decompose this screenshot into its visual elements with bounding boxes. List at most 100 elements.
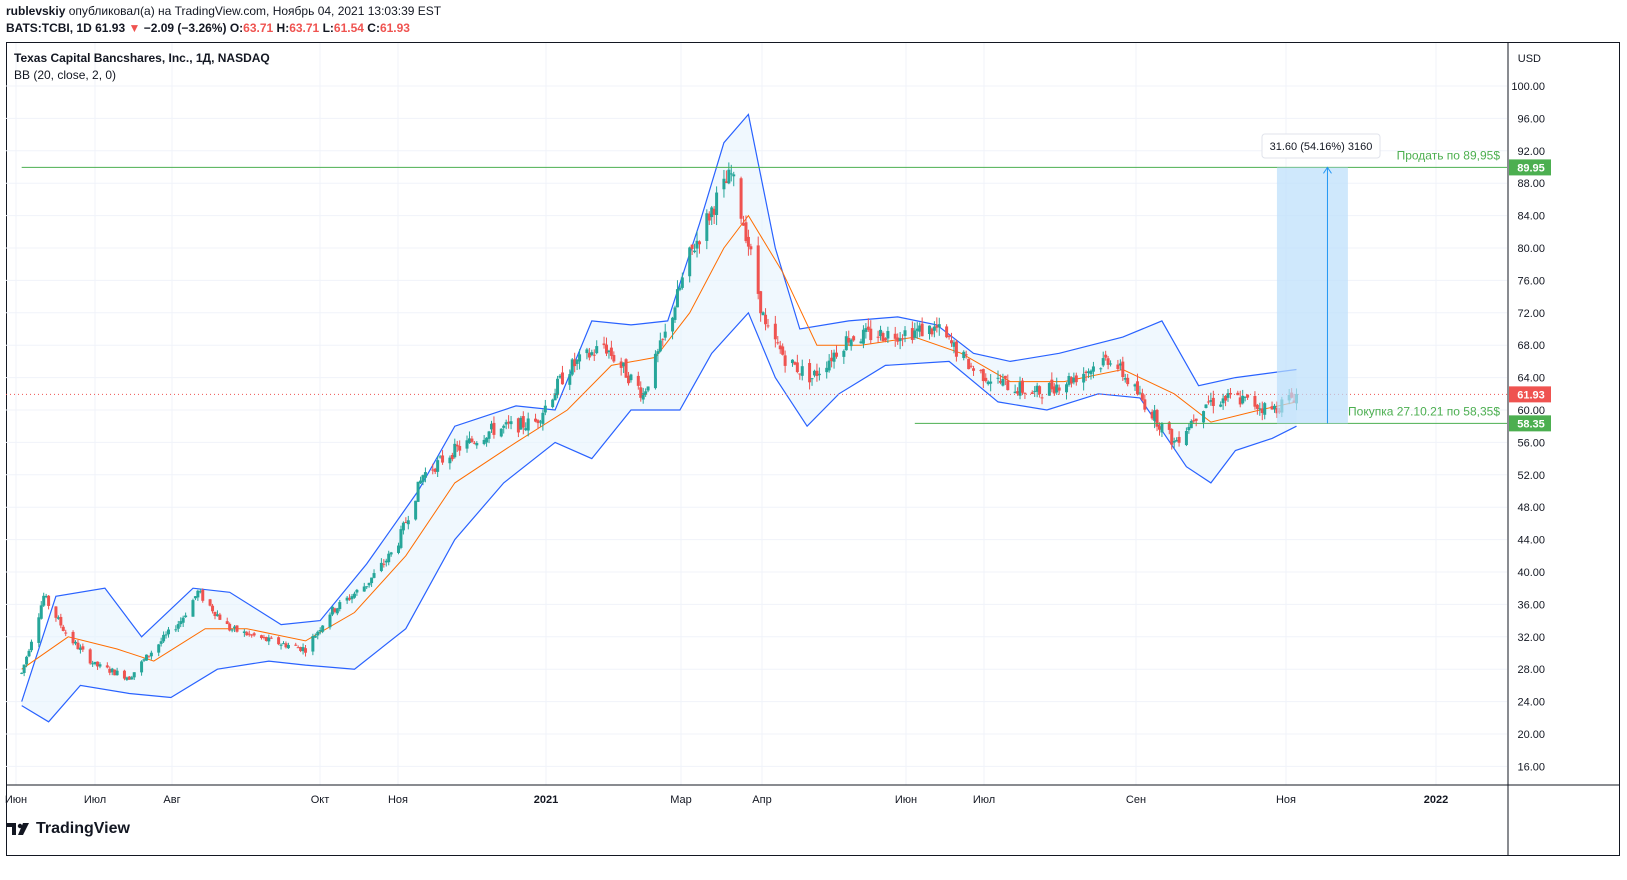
candle-body [338,602,342,610]
candle-body [149,652,153,657]
time-axis: Июн Июл Авг Окт Ноя 2021 Мар Апр Июн Июл Сен Ноя 202… [5,784,1620,806]
candle-body [56,617,60,619]
candle-body [903,330,907,336]
candle-body [482,439,486,445]
candle-body [1253,396,1257,407]
candle-body [1192,420,1196,422]
candle-body [379,562,383,572]
candle-body [318,630,322,632]
chart-frame [6,42,1620,856]
candle-body [142,659,146,661]
candle-body [1101,358,1105,366]
candle-body [972,368,976,371]
x-tick-label: 2021 [534,794,558,806]
candle-body [1228,392,1232,395]
arrow-up-icon [1323,166,1332,174]
candle-body [756,245,760,294]
x-tick-label: Июл [973,794,995,806]
candle-body [663,331,667,338]
candle-body [1263,403,1267,415]
candle-body [284,643,288,648]
candle-body [798,373,802,375]
candle-body [78,647,82,650]
candle-body [519,417,523,430]
candle-body [1003,375,1007,379]
candle-body [140,661,144,673]
candle-body [1246,394,1250,398]
candle-body [570,359,574,375]
candle-body [88,649,92,664]
candle-body [1273,405,1277,410]
candle-body [416,481,420,502]
candle-body [783,355,787,366]
candle-body [1133,384,1137,387]
candle-body [181,617,185,623]
candle-body [1157,426,1161,430]
candle-body [250,634,254,636]
candle-body [352,593,356,598]
candle-body [113,669,117,676]
author-name[interactable]: rublevskiy [6,4,66,18]
candle-body [947,335,951,338]
candle-body [619,361,623,368]
x-tick-label: Июн [5,794,27,806]
candle-body [986,381,990,385]
y-tick-label: 96.00 [1517,113,1545,125]
candle-body [406,520,410,525]
candle-body [1016,391,1020,394]
candle-body [653,353,657,389]
candle-body [64,632,68,634]
candle-body [629,374,633,381]
candle-body [883,338,887,341]
candle-body [1138,392,1142,394]
sell-price-tag [1509,159,1551,176]
candle-body [1006,380,1010,391]
candle-body [1255,404,1259,409]
candle-body [1175,439,1179,442]
candle-body [71,631,75,644]
candle-body [1270,406,1274,410]
candle-body [886,331,890,339]
candle-body [269,637,273,639]
candle-body [578,354,582,362]
candle-body [1023,392,1027,394]
candle-body [556,378,560,396]
open-label: O: [229,21,244,35]
candle-body [1221,398,1225,404]
candle-body [739,178,743,219]
candle-body [1082,373,1086,383]
candle-body [989,381,993,384]
candle-body [328,614,332,628]
candle-body [847,337,851,343]
candle-body [1202,411,1206,423]
candle-body [179,621,183,625]
candle-body [218,614,222,620]
candle-body [37,617,41,643]
candle-body [1123,378,1127,380]
candle-body [230,629,234,631]
candle-body [127,676,131,680]
symbol-legend[interactable]: Texas Capital Bancshares, Inc., 1Д, NASD… [14,51,270,65]
candle-body [311,636,315,652]
candle-body [333,608,337,612]
candle-body [675,289,679,308]
candle-body [881,333,885,342]
candle-body [910,328,914,340]
x-tick-label: Авг [163,794,180,806]
candle-body [808,363,812,383]
candle-body [705,213,709,241]
candle-body [844,336,848,351]
candle-body [242,631,246,633]
indicator-legend[interactable]: BB (20, close, 2, 0) [14,68,117,82]
x-tick-label: Мар [670,794,692,806]
candle-body [1184,431,1188,446]
candle-body [595,346,599,354]
candle-body [776,342,780,344]
low-value: 61.54 [333,21,364,35]
candle-body [761,312,765,316]
candle-body [419,480,423,484]
candle-body [1065,384,1069,393]
tradingview-logo[interactable]: TradingView [6,820,130,838]
x-tick-label: Ноя [1276,794,1296,806]
